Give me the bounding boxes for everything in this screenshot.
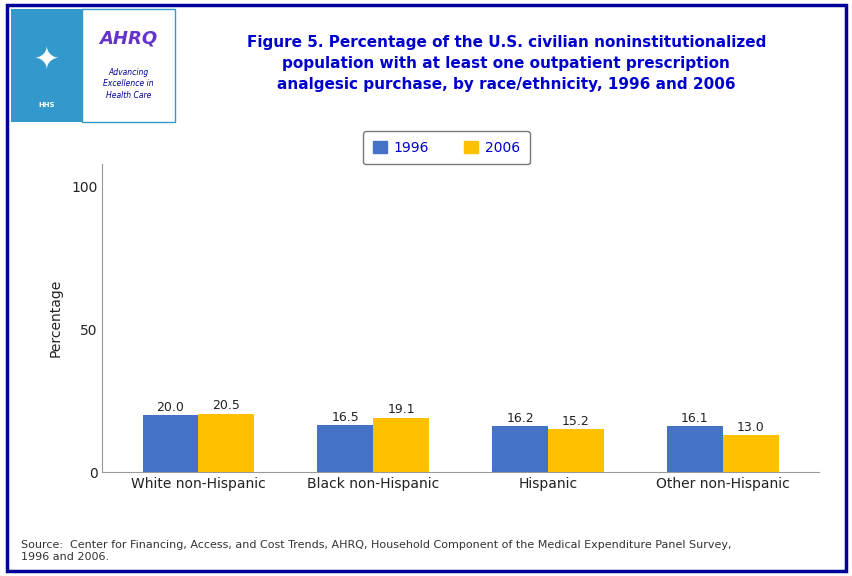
Text: Source:  Center for Financing, Access, and Cost Trends, AHRQ, Household Componen: Source: Center for Financing, Access, an… [21, 540, 731, 562]
Bar [317, 425, 373, 472]
Text: 16.1: 16.1 [680, 412, 708, 425]
Bar [722, 435, 778, 472]
Y-axis label: Percentage: Percentage [49, 279, 63, 357]
Bar [547, 429, 603, 472]
Text: 15.2: 15.2 [561, 415, 589, 427]
Bar [199, 414, 254, 472]
Text: 19.1: 19.1 [387, 403, 415, 416]
Legend: 1996, 2006: 1996, 2006 [363, 131, 529, 165]
Text: HHS: HHS [38, 102, 55, 108]
Text: 16.2: 16.2 [505, 412, 533, 425]
Bar [666, 426, 722, 472]
Text: 16.5: 16.5 [331, 411, 359, 424]
Bar [492, 426, 547, 472]
Text: AHRQ: AHRQ [100, 30, 158, 48]
Bar [11, 9, 83, 122]
Bar [142, 415, 199, 472]
Bar [373, 418, 429, 472]
Text: 13.0: 13.0 [736, 421, 763, 434]
Text: ✦: ✦ [33, 45, 59, 74]
Bar [83, 9, 175, 122]
Text: 20.5: 20.5 [212, 399, 240, 412]
Text: Figure 5. Percentage of the U.S. civilian noninstitutionalized
population with a: Figure 5. Percentage of the U.S. civilia… [246, 35, 765, 92]
Text: Advancing
Excellence in
Health Care: Advancing Excellence in Health Care [103, 69, 153, 100]
Text: 20.0: 20.0 [157, 401, 184, 414]
